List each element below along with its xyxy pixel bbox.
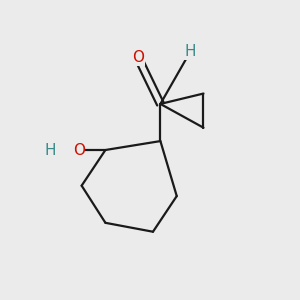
Text: O: O [73, 142, 85, 158]
Text: H: H [184, 44, 196, 59]
Text: O: O [132, 50, 144, 65]
Text: H: H [45, 142, 56, 158]
